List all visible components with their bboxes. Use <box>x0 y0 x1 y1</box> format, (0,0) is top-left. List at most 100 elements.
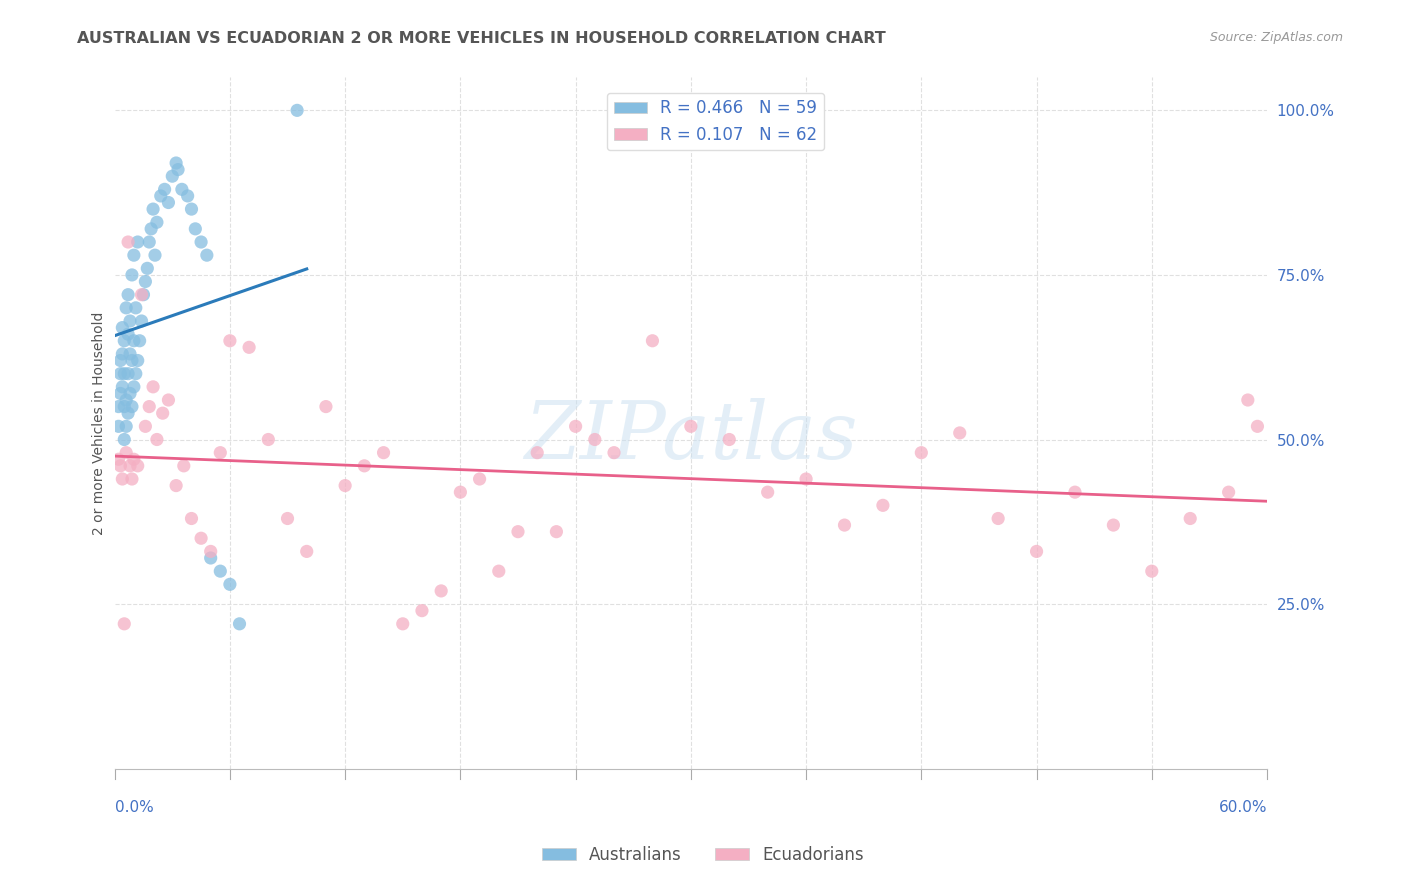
Point <box>315 400 337 414</box>
Point <box>228 616 250 631</box>
Point <box>526 445 548 459</box>
Point <box>115 392 138 407</box>
Point <box>209 445 232 459</box>
Point <box>117 327 139 342</box>
Point <box>134 419 156 434</box>
Point <box>176 189 198 203</box>
Point <box>141 222 163 236</box>
Point <box>910 445 932 459</box>
Point <box>146 215 169 229</box>
Point <box>127 235 149 249</box>
Point <box>488 564 510 578</box>
Point <box>138 400 160 414</box>
Point <box>219 334 242 348</box>
Text: AUSTRALIAN VS ECUADORIAN 2 OR MORE VEHICLES IN HOUSEHOLD CORRELATION CHART: AUSTRALIAN VS ECUADORIAN 2 OR MORE VEHIC… <box>77 31 886 46</box>
Point <box>122 248 145 262</box>
Point <box>195 248 218 262</box>
Point <box>111 347 134 361</box>
Point <box>112 616 135 631</box>
Point <box>872 499 894 513</box>
Point <box>165 156 187 170</box>
Point <box>153 182 176 196</box>
Point <box>152 406 174 420</box>
Point <box>430 583 453 598</box>
Point <box>987 511 1010 525</box>
Point <box>468 472 491 486</box>
Point <box>276 511 298 525</box>
Point <box>157 392 180 407</box>
Point <box>107 419 129 434</box>
Point <box>131 287 153 301</box>
Point <box>111 320 134 334</box>
Point <box>1102 518 1125 533</box>
Point <box>184 222 207 236</box>
Legend: Australians, Ecuadorians: Australians, Ecuadorians <box>536 839 870 871</box>
Point <box>449 485 471 500</box>
Point <box>756 485 779 500</box>
Point <box>118 347 141 361</box>
Point <box>128 334 150 348</box>
Point <box>117 406 139 420</box>
Point <box>200 544 222 558</box>
Point <box>143 248 166 262</box>
Point <box>162 169 184 184</box>
Point <box>142 380 165 394</box>
Point <box>506 524 529 539</box>
Point <box>122 334 145 348</box>
Point <box>132 287 155 301</box>
Point <box>564 419 586 434</box>
Point <box>111 380 134 394</box>
Point <box>170 182 193 196</box>
Point <box>834 518 856 533</box>
Point <box>238 340 260 354</box>
Legend: R = 0.466   N = 59, R = 0.107   N = 62: R = 0.466 N = 59, R = 0.107 N = 62 <box>607 93 824 151</box>
Point <box>138 235 160 249</box>
Point <box>134 275 156 289</box>
Point <box>112 433 135 447</box>
Text: Source: ZipAtlas.com: Source: ZipAtlas.com <box>1209 31 1343 45</box>
Point <box>118 458 141 473</box>
Text: 0.0%: 0.0% <box>115 800 153 814</box>
Point <box>115 301 138 315</box>
Point <box>122 380 145 394</box>
Point <box>121 353 143 368</box>
Point <box>200 551 222 566</box>
Point <box>1140 564 1163 578</box>
Point <box>373 445 395 459</box>
Point <box>121 400 143 414</box>
Point <box>333 478 356 492</box>
Point <box>112 400 135 414</box>
Point <box>794 472 817 486</box>
Point <box>136 261 159 276</box>
Point <box>142 202 165 216</box>
Point <box>353 458 375 473</box>
Point <box>110 353 132 368</box>
Point <box>112 334 135 348</box>
Point <box>107 452 129 467</box>
Point <box>121 472 143 486</box>
Point <box>127 353 149 368</box>
Point <box>180 511 202 525</box>
Point <box>603 445 626 459</box>
Point <box>125 367 148 381</box>
Point <box>718 433 741 447</box>
Point <box>679 419 702 434</box>
Point <box>121 268 143 282</box>
Point <box>1180 511 1202 525</box>
Point <box>157 195 180 210</box>
Point <box>641 334 664 348</box>
Point <box>257 433 280 447</box>
Point <box>115 445 138 459</box>
Point <box>190 531 212 545</box>
Point <box>125 301 148 315</box>
Point <box>209 564 232 578</box>
Point <box>285 103 308 118</box>
Point <box>122 452 145 467</box>
Point <box>583 433 606 447</box>
Point <box>1246 419 1268 434</box>
Point <box>295 544 318 558</box>
Point <box>111 472 134 486</box>
Point <box>1237 392 1260 407</box>
Point <box>118 386 141 401</box>
Point <box>112 367 135 381</box>
